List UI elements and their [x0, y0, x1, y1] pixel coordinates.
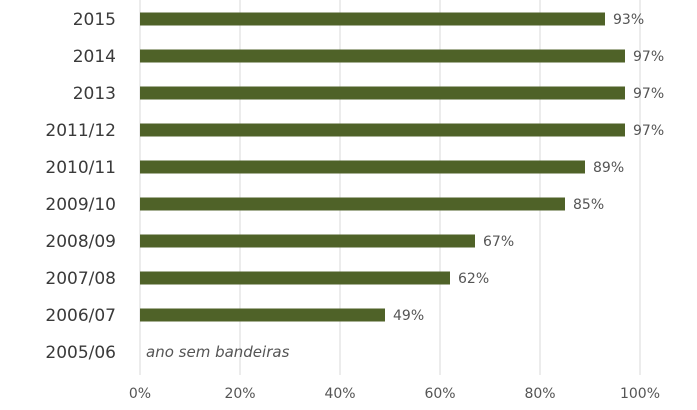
bar [140, 271, 450, 285]
bar [140, 308, 385, 322]
x-axis-ticks: 0% 20% 40% 60% 80% 100% [129, 386, 660, 402]
category-label: 2011/12 [45, 121, 116, 141]
value-labels: 93% 97% 97% 97% 89% 85% 67% 62% 49% [393, 12, 664, 324]
bar [140, 234, 475, 248]
category-labels: 2015 2014 2013 2011/12 2010/11 2009/10 2008/09… [45, 10, 116, 363]
category-label: 2006/07 [45, 306, 116, 326]
bar [140, 12, 605, 26]
value-label: 89% [593, 160, 624, 176]
category-label: 2009/10 [45, 195, 116, 215]
value-label: 49% [393, 308, 424, 324]
annotation-no-flags: ano sem bandeiras [146, 343, 290, 361]
bar [140, 160, 585, 174]
category-label: 2013 [73, 84, 116, 104]
value-label: 85% [573, 197, 604, 213]
value-label: 62% [458, 271, 489, 287]
x-tick-label: 40% [324, 386, 355, 402]
value-label: 93% [613, 12, 644, 28]
bar [140, 123, 625, 137]
x-tick-label: 20% [224, 386, 255, 402]
category-label: 2005/06 [45, 343, 116, 363]
category-label: 2008/09 [45, 232, 116, 252]
x-tick-label: 60% [424, 386, 455, 402]
value-label: 67% [483, 234, 514, 250]
bars [140, 12, 625, 322]
category-label: 2014 [73, 47, 116, 67]
value-label: 97% [633, 86, 664, 102]
category-label: 2007/08 [45, 269, 116, 289]
bar [140, 197, 565, 211]
category-label: 2010/11 [45, 158, 116, 178]
bar [140, 49, 625, 63]
value-label: 97% [633, 123, 664, 139]
x-tick-label: 100% [620, 386, 660, 402]
bar [140, 86, 625, 100]
x-tick-label: 0% [129, 386, 151, 402]
x-tick-label: 80% [524, 386, 555, 402]
value-label: 97% [633, 49, 664, 65]
category-label: 2015 [73, 10, 116, 30]
